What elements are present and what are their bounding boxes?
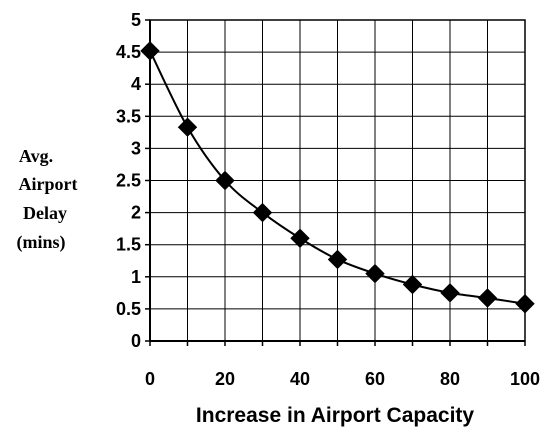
data-point-marker xyxy=(477,288,498,308)
data-point-marker xyxy=(252,202,273,223)
data-point-marker xyxy=(440,283,460,303)
y-axis-label-line-3: Delay xyxy=(23,203,67,223)
y-tick-label: 2.5 xyxy=(116,171,141,191)
y-axis-label-line-2: Airport xyxy=(19,174,78,194)
y-tick-label: 3.5 xyxy=(116,106,141,126)
grid xyxy=(149,19,526,342)
y-tick-label: 1 xyxy=(131,267,141,287)
x-tick-label: 40 xyxy=(290,369,310,389)
x-tick-label: 0 xyxy=(145,369,155,389)
data-point-marker xyxy=(402,274,423,295)
y-tick-labels: 0 0.5 1 1.5 2 2.5 3 3.5 4 4.5 5 xyxy=(116,10,141,351)
y-tick-label: 1.5 xyxy=(116,235,141,255)
data-point-marker xyxy=(365,263,385,284)
data-point-marker xyxy=(515,294,535,314)
y-tick-label: 0.5 xyxy=(116,299,141,319)
y-tick-label: 5 xyxy=(131,10,141,30)
data-point-marker xyxy=(215,170,235,191)
data-point-marker xyxy=(140,41,160,61)
y-tick-label: 4.5 xyxy=(116,42,141,62)
data-point-marker xyxy=(177,117,198,137)
y-axis-label-line-1: Avg. xyxy=(19,146,53,166)
x-tick-label: 60 xyxy=(365,369,385,389)
y-axis-label-line-4: (mins) xyxy=(17,232,66,253)
axes xyxy=(145,19,526,346)
data-point-marker xyxy=(327,249,348,270)
x-axis-label: Increase in Airport Capacity xyxy=(196,404,474,427)
x-tick-label: 100 xyxy=(510,369,540,389)
data-point-marker xyxy=(290,228,310,248)
x-tick-labels: 0 20 40 60 80 100 xyxy=(145,369,540,389)
y-tick-label: 4 xyxy=(131,74,141,94)
data-markers xyxy=(140,41,535,314)
x-tick-label: 80 xyxy=(440,369,460,389)
y-tick-label: 2 xyxy=(131,203,141,223)
y-tick-label: 3 xyxy=(131,138,141,158)
x-tick-label: 20 xyxy=(215,369,235,389)
y-tick-label: 0 xyxy=(131,331,141,351)
